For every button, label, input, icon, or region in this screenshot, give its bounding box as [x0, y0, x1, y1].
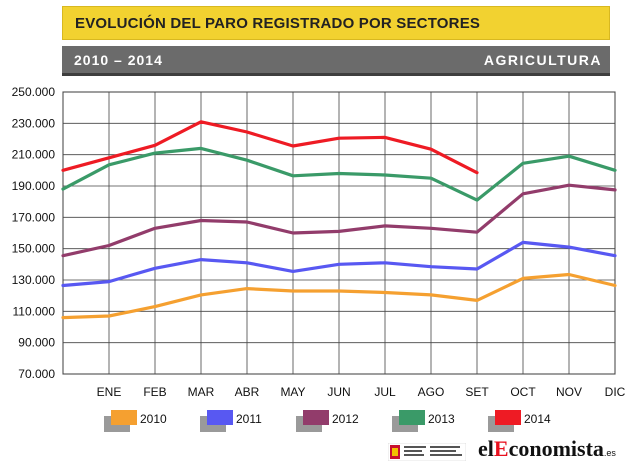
legend-label-2013: 2013	[428, 412, 455, 426]
y-tick-label: 150.000	[12, 242, 56, 256]
x-tick-label: JUL	[374, 385, 396, 399]
legend-swatch-2012	[303, 410, 329, 425]
logo-highlight: E	[493, 436, 509, 461]
x-tick-label: OCT	[510, 385, 536, 399]
period-label: 2010 – 2014	[74, 52, 163, 68]
x-tick-label: FEB	[143, 385, 166, 399]
government-logo	[388, 443, 466, 461]
sector-label: AGRICULTURA	[483, 52, 602, 68]
chart-title: EVOLUCIÓN DEL PARO REGISTRADO POR SECTOR…	[75, 15, 481, 32]
legend-label-2014: 2014	[524, 412, 551, 426]
y-tick-label: 250.000	[12, 85, 56, 99]
legend-label-2011: 2011	[236, 412, 262, 426]
logo-prefix: el	[478, 436, 494, 461]
legend-swatch-2011	[207, 410, 233, 425]
x-tick-label: ENE	[97, 385, 122, 399]
x-tick-label: MAR	[188, 385, 215, 399]
series-line-2013	[61, 146, 617, 202]
logo-domain: .es	[603, 448, 616, 458]
y-tick-label: 170.000	[12, 210, 56, 224]
line-chart: 70.000 90.000 110.000 130.000 150.000 170.000…	[12, 85, 626, 432]
logo-suffix: conomista	[508, 436, 604, 461]
legend-swatch-2013	[399, 410, 425, 425]
legend-label-2010: 2010	[140, 412, 167, 426]
x-tick-label: ABR	[235, 385, 260, 399]
title-bar: EVOLUCIÓN DEL PARO REGISTRADO POR SECTOR…	[62, 6, 610, 40]
series-line-2012	[61, 183, 617, 258]
y-axis-ticks: 70.000 90.000 110.000 130.000 150.000 170.000…	[12, 85, 56, 381]
series-line-2011	[61, 240, 617, 288]
x-tick-label: NOV	[556, 385, 582, 399]
y-tick-label: 130.000	[12, 273, 56, 287]
series-line-2010	[61, 272, 617, 320]
x-tick-label: JUN	[327, 385, 350, 399]
y-tick-label: 230.000	[12, 116, 56, 130]
legend-swatch-2014	[495, 410, 521, 425]
y-tick-label: 190.000	[12, 179, 56, 193]
legend-label-2012: 2012	[332, 412, 359, 426]
legend-swatch-2010	[111, 410, 137, 425]
y-tick-label: 110.000	[13, 304, 56, 318]
x-tick-label: SET	[465, 385, 489, 399]
x-tick-label: DIC	[605, 385, 626, 399]
eleconomista-logo: elEconomista.es	[478, 436, 616, 462]
y-tick-label: 90.000	[18, 336, 55, 350]
y-tick-label: 210.000	[12, 148, 56, 162]
x-tick-label: AGO	[418, 385, 445, 399]
x-tick-label: MAY	[280, 385, 305, 399]
legend: 2010 2011 2012 2013 2014	[104, 410, 551, 432]
y-tick-label: 70.000	[18, 367, 55, 381]
x-axis-ticks: ENE FEB MAR ABR MAY JUN JUL AGO SET OCT NOV DIC	[97, 385, 626, 399]
series-lines	[61, 120, 617, 320]
period-bar: 2010 – 2014 AGRICULTURA	[62, 46, 610, 76]
series-line-2014	[61, 120, 479, 175]
